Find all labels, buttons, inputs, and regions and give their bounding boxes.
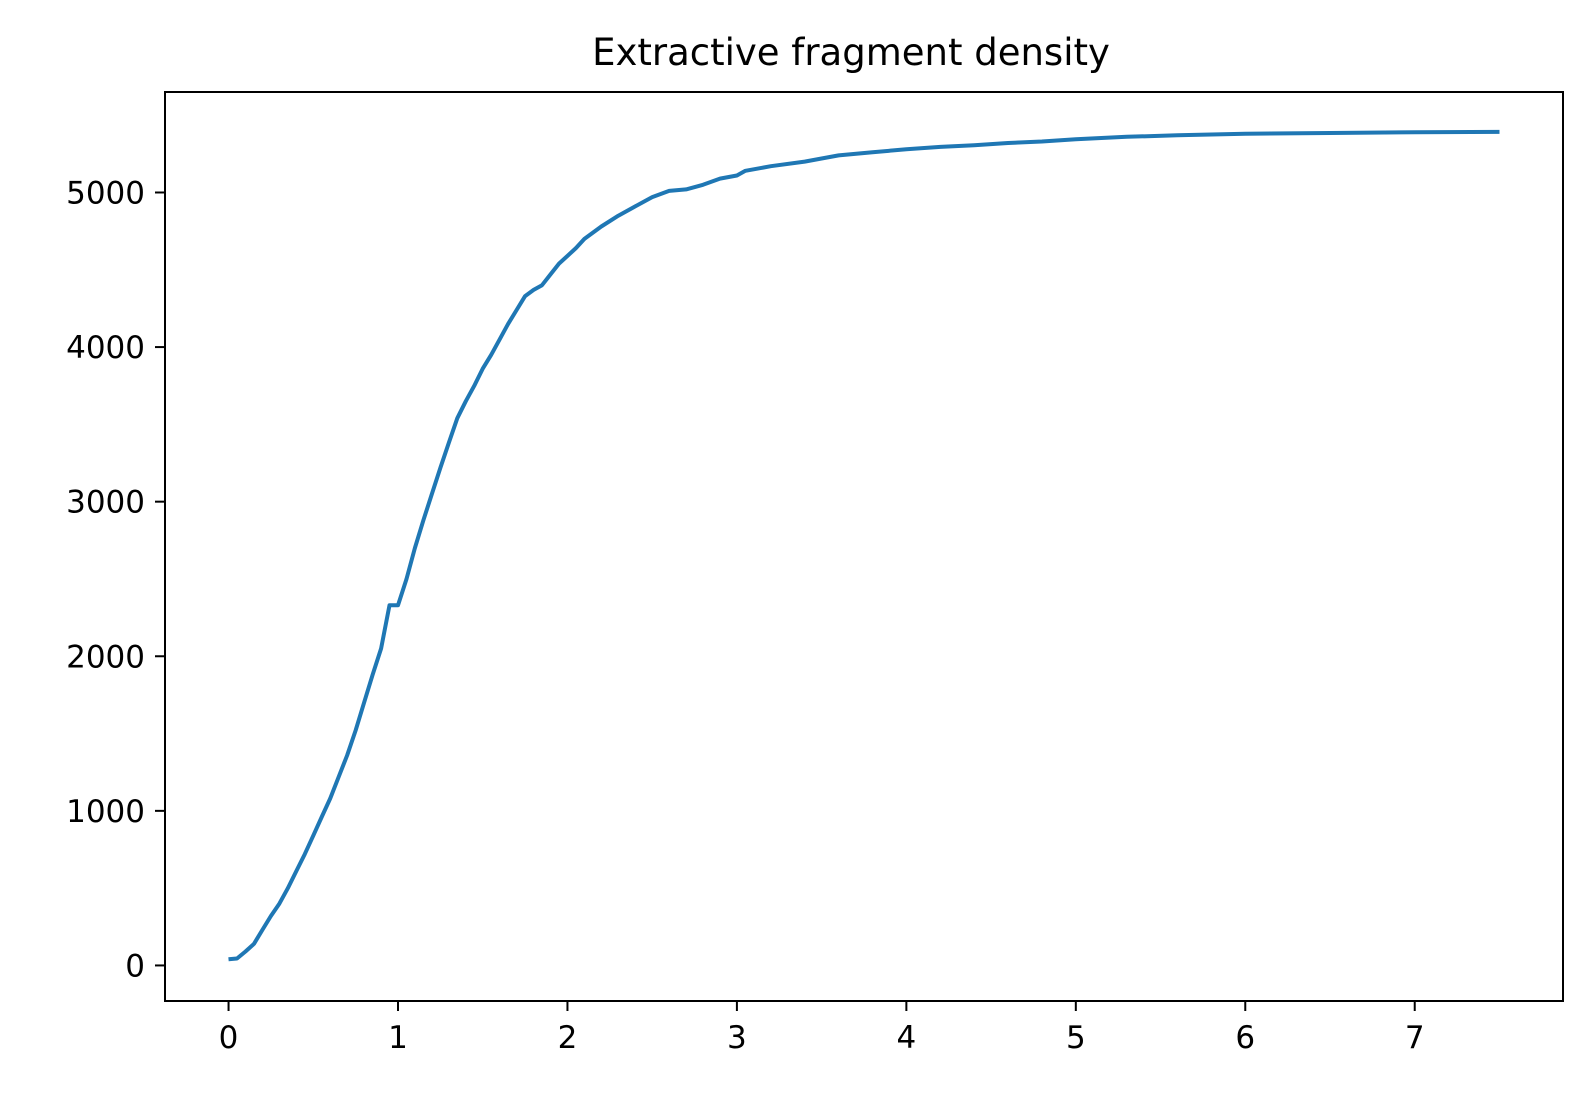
axes-frame (164, 91, 1564, 1002)
x-tick-label: 0 (219, 1020, 239, 1056)
y-tick-label: 5000 (66, 175, 145, 211)
y-tick-label: 0 (125, 948, 145, 984)
x-tick-label: 5 (1066, 1020, 1086, 1056)
plot-area (228, 129, 1500, 962)
y-tick-label: 1000 (66, 794, 145, 830)
y-tick-label: 3000 (66, 485, 145, 521)
x-tick-label: 4 (896, 1020, 916, 1056)
x-tick-label: 2 (558, 1020, 578, 1056)
series-line (228, 129, 1500, 962)
x-tick-label: 6 (1235, 1020, 1255, 1056)
x-tick-label: 3 (727, 1020, 747, 1056)
y-tick-label: 4000 (66, 330, 145, 366)
x-tick-label: 7 (1405, 1020, 1425, 1056)
chart-title: Extractive fragment density (592, 31, 1110, 74)
x-tick-label: 1 (388, 1020, 408, 1056)
y-tick-label: 2000 (66, 639, 145, 675)
axes-ticks: 0 1 2 3 4 5 6 7 0 1000 2000 3000 4000 5000 (66, 175, 1425, 1056)
